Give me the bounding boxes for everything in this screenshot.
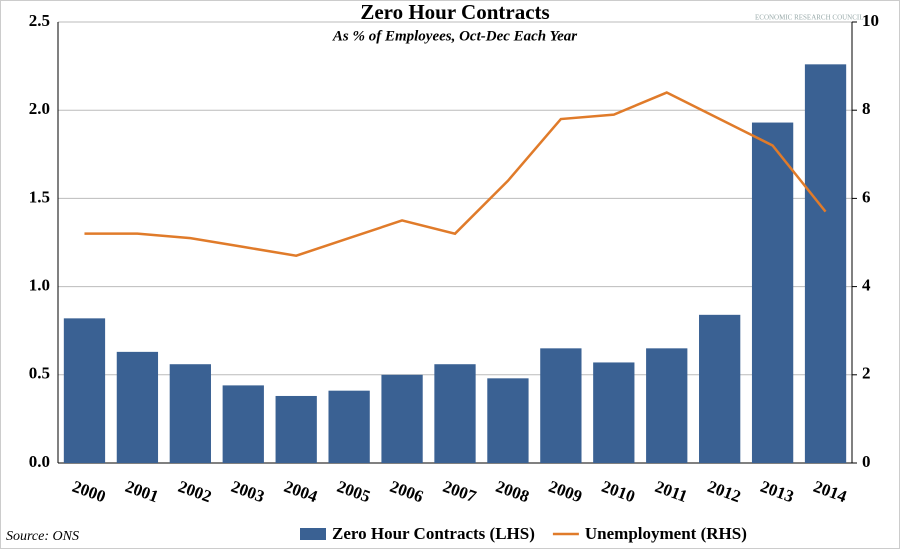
bar — [116, 351, 159, 463]
bar — [487, 378, 529, 463]
bar — [381, 374, 423, 463]
y-tick-label: 0.5 — [29, 364, 50, 383]
logo: ECONOMIC RESEARCH COUNCIL — [755, 14, 864, 22]
y-tick-label: 0.0 — [29, 452, 50, 471]
y2-tick-label: 8 — [862, 99, 871, 118]
y2-tick-label: 0 — [862, 452, 871, 471]
y-tick-label: 1.0 — [29, 276, 50, 295]
legend-label: Zero Hour Contracts (LHS) — [332, 524, 535, 543]
bar — [751, 122, 794, 463]
y2-tick-label: 10 — [862, 11, 879, 30]
y2-tick-label: 4 — [862, 276, 871, 295]
y-tick-label: 1.5 — [29, 187, 50, 206]
bar — [593, 362, 635, 463]
bar — [699, 314, 741, 463]
bar — [434, 364, 476, 463]
y-tick-label: 2.5 — [29, 11, 50, 30]
bar — [63, 318, 106, 463]
legend-label: Unemployment (RHS) — [585, 524, 747, 543]
bar — [169, 364, 211, 463]
bar — [328, 390, 370, 463]
bar — [222, 385, 264, 463]
bar — [804, 64, 847, 463]
chart-subtitle: As % of Employees, Oct-Dec Each Year — [332, 28, 577, 44]
legend-swatch — [300, 528, 326, 540]
line — [84, 91, 827, 258]
y2-tick-label: 6 — [862, 187, 871, 206]
y-tick-label: 2.0 — [29, 99, 50, 118]
y2-tick-label: 2 — [862, 364, 871, 383]
bar — [275, 395, 317, 463]
chart-title: Zero Hour Contracts — [360, 0, 549, 24]
bar — [646, 348, 688, 463]
source: Source: ONS — [6, 529, 79, 544]
bar — [540, 348, 582, 463]
